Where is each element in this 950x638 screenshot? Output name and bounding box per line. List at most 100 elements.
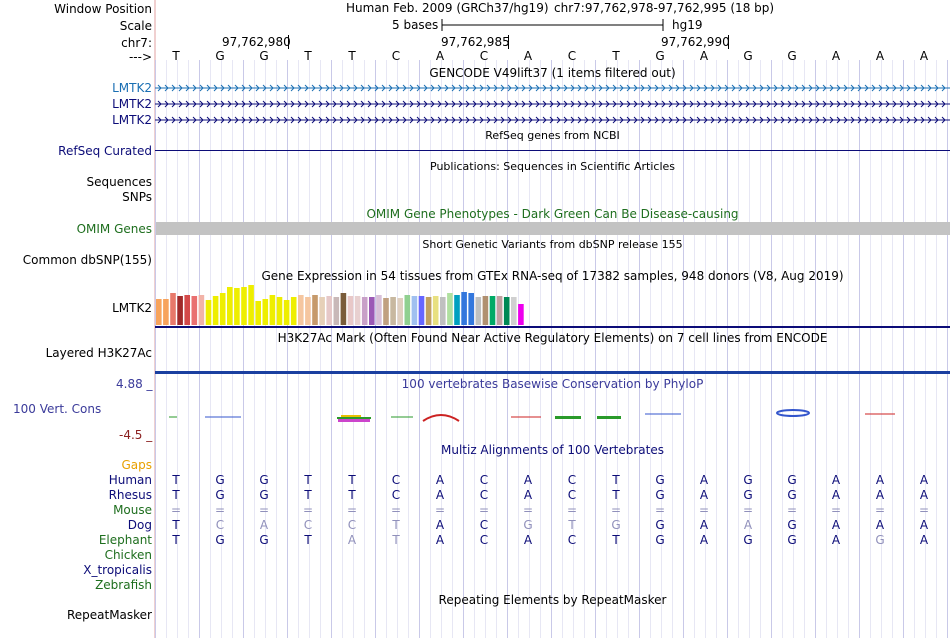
strand-chevron — [479, 100, 484, 108]
aligned-base: A — [743, 518, 753, 532]
strand-chevron — [892, 84, 897, 92]
species-label[interactable]: Human — [108, 473, 152, 487]
strand-chevron — [598, 116, 603, 124]
strand-chevron — [304, 84, 309, 92]
dbsnp-title[interactable]: Short Genetic Variants from dbSNP releas… — [422, 238, 683, 251]
strand-chevron — [591, 84, 596, 92]
gtex-tissue-bar — [283, 300, 290, 325]
strand-chevron — [899, 84, 904, 92]
gtex-tissue-bar — [468, 293, 474, 325]
strand-chevron — [745, 100, 750, 108]
gene-label[interactable]: LMTK2 — [112, 97, 152, 111]
strand-chevron — [248, 100, 253, 108]
gtex-tissue-bar — [340, 293, 347, 325]
aligned-base: G — [259, 473, 269, 487]
strand-chevron — [857, 84, 862, 92]
gencode-title[interactable]: GENCODE V49lift37 (1 items filtered out) — [429, 66, 676, 80]
strand-chevron — [339, 100, 344, 108]
strand-chevron — [388, 100, 393, 108]
strand-chevron — [528, 100, 533, 108]
strand-chevron — [388, 84, 393, 92]
strand-chevron — [514, 100, 519, 108]
strand-chevron — [339, 116, 344, 124]
strand-chevron — [171, 84, 176, 92]
strand-chevron — [822, 116, 827, 124]
refseq-gene-line[interactable] — [155, 150, 950, 151]
strand-chevron — [528, 84, 533, 92]
repeatmasker-title[interactable]: Repeating Elements by RepeatMasker — [438, 593, 667, 607]
aligned-base: = — [742, 503, 754, 517]
aligned-base: = — [786, 503, 798, 517]
aligned-base: G — [215, 473, 225, 487]
strand-chevron — [941, 84, 946, 92]
multiz-title[interactable]: Multiz Alignments of 100 Vertebrates — [440, 443, 665, 457]
strand-chevron — [752, 116, 757, 124]
strand-chevron — [318, 116, 323, 124]
omim-region-bar[interactable] — [156, 222, 950, 235]
gtex-tissue-bar — [354, 296, 361, 325]
strand-chevron — [584, 84, 589, 92]
strand-chevron — [850, 100, 855, 108]
omim-title[interactable]: OMIM Gene Phenotypes - Dark Green Can Be… — [366, 207, 739, 221]
h3k27ac-title[interactable]: H3K27Ac Mark (Often Found Near Active Re… — [277, 331, 828, 345]
strand-chevron — [703, 84, 708, 92]
scale-db: hg19 — [672, 18, 703, 32]
species-label[interactable]: Elephant — [98, 533, 152, 547]
scale-label: Scale — [119, 19, 152, 33]
species-label[interactable]: X_tropicalis — [83, 563, 152, 577]
gene-label[interactable]: LMTK2 — [112, 81, 152, 95]
aligned-base: A — [875, 473, 885, 487]
species-label[interactable]: Dog — [127, 518, 152, 532]
strand-chevron — [465, 100, 470, 108]
strand-chevron — [500, 116, 505, 124]
strand-chevron — [241, 100, 246, 108]
refseq-label[interactable]: RefSeq Curated — [58, 144, 152, 158]
publications-label[interactable]: SNPs — [122, 190, 152, 204]
omim-label[interactable]: OMIM Genes — [76, 222, 152, 236]
gencode-transcripts[interactable] — [155, 80, 950, 128]
tick-mark — [508, 35, 509, 49]
strand-chevron — [815, 116, 820, 124]
strand-chevron — [647, 116, 652, 124]
gene-label[interactable]: LMTK2 — [112, 113, 152, 127]
h3k27ac-label[interactable]: Layered H3K27Ac — [45, 346, 152, 360]
strand-chevron — [521, 84, 526, 92]
strand-chevron — [906, 84, 911, 92]
strand-label: ---> — [128, 50, 152, 64]
refseq-title[interactable]: RefSeq genes from NCBI — [485, 129, 620, 142]
aligned-base: T — [392, 533, 400, 547]
strand-chevron — [563, 116, 568, 124]
dbsnp-label[interactable]: Common dbSNP(155) — [22, 253, 152, 267]
strand-chevron — [444, 84, 449, 92]
strand-chevron — [346, 116, 351, 124]
gtex-title[interactable]: Gene Expression in 54 tissues from GTEx … — [261, 269, 844, 283]
strand-chevron — [703, 116, 708, 124]
strand-chevron — [724, 116, 729, 124]
phylop-wiggle[interactable] — [155, 405, 950, 427]
strand-chevron — [325, 84, 330, 92]
strand-chevron — [843, 116, 848, 124]
multiz-gaps-label[interactable]: Gaps — [121, 458, 152, 472]
publications-title[interactable]: Publications: Sequences in Scientific Ar… — [430, 160, 675, 173]
publications-label[interactable]: Sequences — [86, 175, 152, 189]
species-label[interactable]: Zebrafish — [95, 578, 152, 592]
aligned-base: C — [215, 518, 225, 532]
strand-chevron — [794, 100, 799, 108]
strand-chevron — [360, 100, 365, 108]
strand-chevron — [409, 84, 414, 92]
species-label[interactable]: Chicken — [104, 548, 152, 562]
phylop-label[interactable]: 100 Vert. Cons — [13, 402, 102, 416]
gtex-tissue-bar — [475, 297, 482, 325]
aligned-base: G — [523, 518, 533, 532]
aligned-base: = — [390, 503, 402, 517]
species-label[interactable]: Mouse — [113, 503, 152, 517]
species-label[interactable]: Rhesus — [108, 488, 152, 502]
base-letter: A — [919, 49, 929, 63]
gtex-label[interactable]: LMTK2 — [112, 301, 152, 315]
phylop-title[interactable]: 100 vertebrates Basewise Conservation by… — [401, 377, 704, 391]
repeatmasker-label[interactable]: RepeatMasker — [66, 608, 152, 622]
aligned-base: = — [830, 503, 842, 517]
strand-chevron — [913, 116, 918, 124]
gtex-bar-chart[interactable] — [155, 283, 555, 326]
base-letter: T — [348, 49, 356, 63]
